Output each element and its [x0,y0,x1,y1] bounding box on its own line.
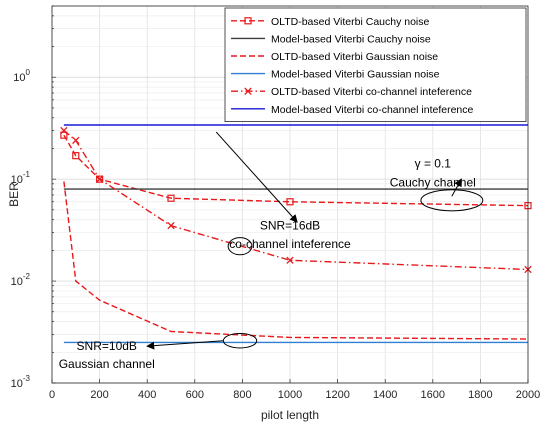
annotation-3: SNR=10dB Gaussian channel [59,332,258,371]
data-point-square [286,198,294,206]
legend-label: Model-based Viterbi Gaussian noise [271,69,440,81]
data-point-square [167,194,175,202]
legend-label: Model-based Viterbi co-channel inteferen… [271,104,474,116]
y-tick-exponent: 0 [26,68,31,77]
axis-ticks: 0 200 400 600 800 1000 1200 1400 1600 1800 2000100… [11,5,540,401]
y-tick-base: 10 [11,276,23,288]
legend-item: OLTD-based Viterbi Cauchy noise [231,16,430,28]
y-tick-exponent: -1 [23,170,31,179]
series-3 [63,181,529,340]
x-tick-label: 1800 [468,389,492,401]
data-point-square [244,17,252,25]
annotations: γ = 0.1 Cauchy channel SNR=16dB co-channel … [59,131,484,371]
x-axis-label: pilot length [261,408,319,422]
legend: OLTD-based Viterbi Cauchy noise Model-bas… [224,7,527,122]
y-tick-base: 10 [11,378,23,390]
data-point-x [286,256,294,264]
legend-item: OLTD-based Viterbi co-channel inteferenc… [231,86,472,98]
legend-item: Model-based Viterbi Cauchy noise [231,33,431,45]
legend-item: Model-based Viterbi Gaussian noise [231,69,440,81]
data-point-x [244,87,252,95]
annotation-text: Cauchy channel [390,175,476,189]
legend-item: OLTD-based Viterbi Gaussian noise [231,51,438,63]
x-tick-label: 1400 [373,389,397,401]
x-tick-label: 400 [138,389,156,401]
annotation-2: SNR=16dB co-channel inteference [215,131,351,256]
legend-label: OLTD-based Viterbi Gaussian noise [271,51,438,63]
data-point-square [72,152,80,160]
annotation-arrow [215,131,298,223]
legend-label: Model-based Viterbi Cauchy noise [271,33,431,45]
data-point-x [72,136,80,145]
x-tick-label: 200 [90,389,108,401]
series-layer [60,124,532,344]
x-tick-label: 600 [186,389,204,401]
annotation-text: Gaussian channel [59,357,155,371]
x-tick-label: 1200 [325,389,349,401]
series-line [63,181,529,340]
annotation-text: SNR=16dB [260,219,320,233]
data-point-x [60,126,68,135]
data-point-square [60,131,68,139]
annotation-arrow [451,178,462,197]
y-axis-label: BER [7,182,21,207]
legend-item: Model-based Viterbi co-channel inteferen… [231,104,474,116]
annotation-text: γ = 0.1 [415,157,452,171]
annotation-ellipse [420,189,484,212]
y-tick-base: 10 [11,174,23,186]
x-tick-label: 1000 [278,389,302,401]
y-tick-base: 10 [13,72,25,84]
y-tick-label: 10-3 [11,374,31,390]
y-tick-exponent: -2 [23,272,31,281]
data-point-square [95,175,104,183]
annotation-text: co-channel inteference [229,237,351,251]
y-tick-exponent: -3 [23,374,31,383]
y-tick-label: 10-2 [11,272,31,288]
y-tick-label: 100 [13,68,30,84]
legend-box [224,7,527,122]
x-tick-label: 800 [233,389,251,401]
annotation-text: SNR=10dB [77,339,137,353]
series-line [63,129,529,271]
annotation-1: γ = 0.1 Cauchy channel [390,157,484,212]
x-tick-label: 0 [49,389,55,401]
legend-label: OLTD-based Viterbi Cauchy noise [271,16,430,28]
x-tick-label: 1600 [421,389,445,401]
data-point-x [95,175,104,183]
x-tick-label: 2000 [516,389,540,401]
legend-label: OLTD-based Viterbi co-channel inteferenc… [271,86,472,98]
y-tick-label: 10-1 [11,170,31,186]
annotation-ellipse [227,237,253,256]
data-point-x [167,221,175,230]
annotation-arrow [146,340,224,350]
